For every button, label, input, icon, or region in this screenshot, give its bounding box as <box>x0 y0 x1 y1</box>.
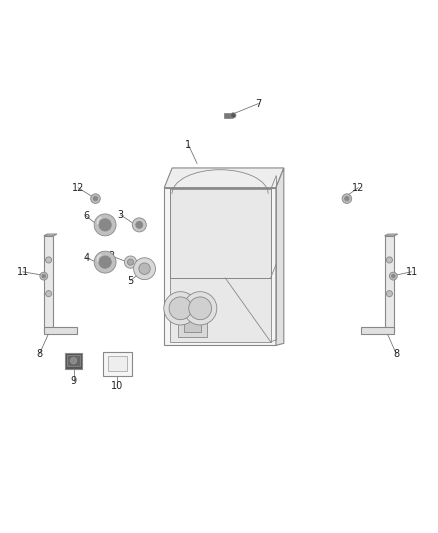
Polygon shape <box>184 320 201 332</box>
Circle shape <box>94 214 116 236</box>
Circle shape <box>127 259 134 265</box>
Text: 8: 8 <box>36 349 42 359</box>
Circle shape <box>99 256 111 268</box>
Bar <box>108 356 127 372</box>
Bar <box>103 352 131 376</box>
Circle shape <box>46 290 52 297</box>
Text: 5: 5 <box>127 276 134 286</box>
Circle shape <box>184 292 217 325</box>
Text: 10: 10 <box>111 381 124 391</box>
Polygon shape <box>276 168 284 345</box>
Circle shape <box>169 297 192 320</box>
Circle shape <box>124 256 137 268</box>
Circle shape <box>136 221 143 229</box>
Circle shape <box>342 194 352 204</box>
Polygon shape <box>361 327 394 334</box>
Circle shape <box>132 218 146 232</box>
Circle shape <box>134 258 155 280</box>
Text: 4: 4 <box>83 253 89 263</box>
Text: 6: 6 <box>83 211 89 221</box>
Bar <box>224 113 232 118</box>
Circle shape <box>93 197 98 201</box>
Circle shape <box>42 274 46 278</box>
Circle shape <box>94 251 116 273</box>
Text: 12: 12 <box>352 183 364 192</box>
Circle shape <box>71 358 77 364</box>
Polygon shape <box>385 236 394 332</box>
Text: 3: 3 <box>117 210 124 220</box>
Circle shape <box>345 197 349 201</box>
Circle shape <box>40 272 48 280</box>
Text: 9: 9 <box>71 376 77 386</box>
Text: 8: 8 <box>393 349 399 359</box>
Circle shape <box>392 274 395 278</box>
Polygon shape <box>170 189 271 278</box>
Circle shape <box>46 257 52 263</box>
Polygon shape <box>164 168 284 188</box>
Polygon shape <box>385 234 398 236</box>
Text: 1: 1 <box>185 140 191 150</box>
Circle shape <box>99 219 111 231</box>
Circle shape <box>139 263 150 274</box>
Circle shape <box>386 257 392 263</box>
Circle shape <box>189 297 212 320</box>
Text: 2: 2 <box>109 251 115 261</box>
Polygon shape <box>44 236 53 332</box>
Circle shape <box>164 292 197 325</box>
Text: 12: 12 <box>72 183 84 192</box>
Circle shape <box>386 290 392 297</box>
Circle shape <box>91 194 100 204</box>
Polygon shape <box>44 327 77 334</box>
Polygon shape <box>170 278 271 342</box>
Text: 11: 11 <box>17 266 29 277</box>
Text: 11: 11 <box>406 266 418 277</box>
Polygon shape <box>164 188 276 345</box>
Circle shape <box>389 272 397 280</box>
Bar <box>67 356 80 366</box>
Polygon shape <box>178 314 207 337</box>
Bar <box>65 353 82 368</box>
Circle shape <box>231 113 236 118</box>
Text: 7: 7 <box>255 99 261 109</box>
Polygon shape <box>44 234 57 236</box>
